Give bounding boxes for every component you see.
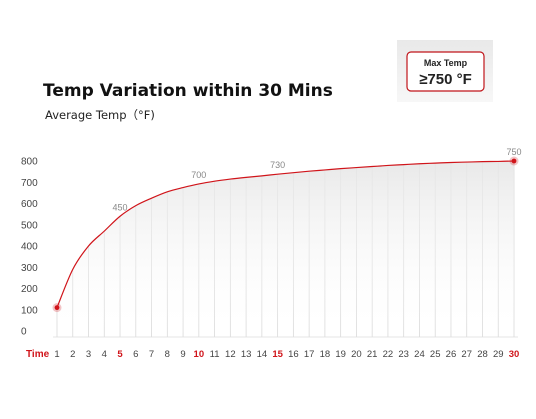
y-tick-label: 200 — [21, 284, 38, 295]
x-tick-label: 13 — [241, 349, 252, 360]
x-tick-label: 2 — [70, 349, 75, 360]
x-tick-label: 7 — [149, 349, 154, 360]
series-line — [56, 160, 515, 308]
data-label: 450 — [113, 202, 128, 212]
y-tick-label: 400 — [21, 242, 38, 253]
x-tick-label: 21 — [367, 349, 378, 360]
x-tick-label: 17 — [304, 349, 315, 360]
data-points — [52, 156, 519, 313]
x-tick-label: 19 — [335, 349, 346, 360]
x-tick-label: 6 — [133, 349, 138, 360]
max-temp-badge: Max Temp ≥750 °F — [397, 40, 493, 102]
y-tick-label: 0 — [21, 327, 27, 338]
x-tick-label: 22 — [383, 349, 394, 360]
x-tick-label: 16 — [288, 349, 299, 360]
area-fill-group — [57, 161, 514, 337]
y-tick-label: 300 — [21, 263, 38, 274]
badge-title: Max Temp — [424, 58, 468, 68]
x-tick-label: 20 — [351, 349, 362, 360]
x-tick-label: 8 — [165, 349, 170, 360]
x-tick-label: 5 — [117, 349, 123, 360]
area-fill — [57, 161, 514, 337]
y-tick-label: 600 — [21, 199, 38, 210]
x-axis-name: Time — [26, 349, 50, 360]
series-line-group — [56, 160, 515, 308]
y-tick-label: 500 — [21, 220, 38, 231]
chart-title: Temp Variation within 30 Mins — [43, 81, 333, 101]
data-label: 750 — [506, 147, 521, 157]
x-tick-label: 9 — [180, 349, 185, 360]
data-point — [54, 305, 60, 311]
x-axis-ticks: 1 2 3 4 5 6 7 8 9 10 11 12 13 14 15 16 17 18 19 20 21 22 23 24 2… — [54, 349, 519, 360]
x-tick-label: 28 — [477, 349, 488, 360]
x-tick-label: 4 — [102, 349, 107, 360]
x-tick-label: 11 — [210, 349, 220, 360]
y-tick-label: 700 — [21, 178, 38, 189]
x-tick-label: 25 — [430, 349, 441, 360]
x-tick-label: 10 — [194, 349, 205, 360]
x-tick-label: 12 — [225, 349, 236, 360]
x-tick-label: 1 — [54, 349, 59, 360]
x-tick-label: 23 — [398, 349, 409, 360]
y-tick-label: 100 — [21, 305, 38, 316]
data-labels: 450 700 730 750 — [113, 147, 522, 212]
x-tick-label: 14 — [257, 349, 268, 360]
x-tick-label: 26 — [446, 349, 457, 360]
data-label: 700 — [191, 170, 206, 180]
y-axis-ticks: 0 100 200 300 400 500 600 700 800 — [21, 157, 38, 338]
data-point — [511, 158, 517, 164]
y-tick-label: 800 — [21, 157, 38, 168]
data-label: 730 — [270, 160, 285, 170]
x-tick-label: 27 — [461, 349, 472, 360]
x-tick-label: 30 — [509, 349, 520, 360]
badge-frame — [406, 51, 485, 92]
x-tick-label: 24 — [414, 349, 425, 360]
x-tick-label: 3 — [86, 349, 91, 360]
badge-value: ≥750 °F — [419, 71, 472, 88]
x-tick-label: 29 — [493, 349, 504, 360]
y-axis-label: Average Temp（°F) — [45, 108, 155, 122]
x-tick-label: 18 — [320, 349, 331, 360]
x-tick-label: 15 — [272, 349, 283, 360]
